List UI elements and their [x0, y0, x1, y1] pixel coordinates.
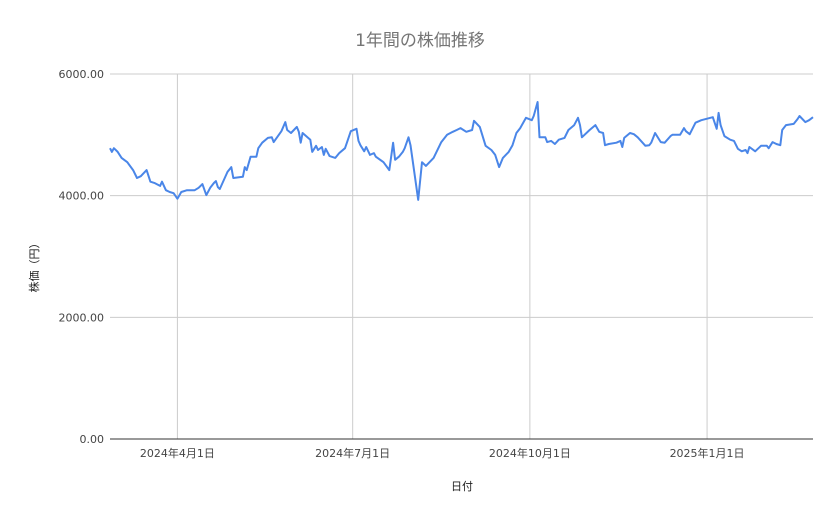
- x-tick-label: 2024年10月1日: [489, 446, 571, 460]
- y-tick-label: 0.00: [80, 433, 105, 446]
- gridlines: [110, 73, 813, 439]
- y-tick-label: 6000.00: [59, 68, 105, 81]
- y-tick-label: 2000.00: [59, 311, 105, 324]
- x-tick-label: 2024年4月1日: [140, 446, 215, 460]
- x-axis-label: 日付: [451, 480, 473, 493]
- chart-title: 1年間の株価推移: [355, 31, 485, 51]
- x-tick-label: 2024年7月1日: [315, 446, 390, 460]
- y-axis-ticks: 0.00 2000.00 4000.00 6000.00: [59, 68, 105, 446]
- x-axis-ticks: 2024年4月1日 2024年7月1日 2024年10月1日 2025年1月1日: [140, 446, 745, 460]
- y-axis-label: 株価（円）: [27, 238, 41, 293]
- y-tick-label: 4000.00: [59, 190, 105, 203]
- series-line: [109, 101, 814, 201]
- x-tick-label: 2025年1月1日: [670, 446, 745, 460]
